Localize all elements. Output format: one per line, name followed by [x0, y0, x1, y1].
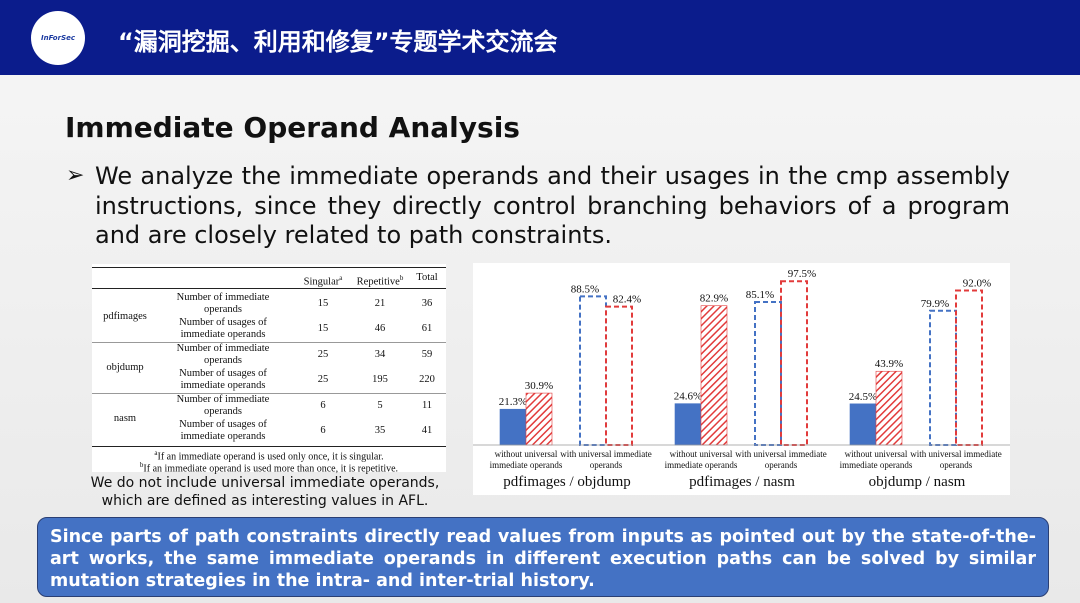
- bar: [579, 295, 607, 446]
- bar: [605, 305, 633, 447]
- table-cell: 36: [421, 298, 433, 309]
- table-cell: 21: [374, 298, 386, 309]
- row-label: Number of usages of immediate operands: [179, 317, 267, 340]
- column-header: Total: [392, 272, 462, 284]
- table-rule: [92, 342, 446, 343]
- column-header-sup: b: [399, 274, 404, 282]
- program-label: pdfimages: [103, 311, 147, 322]
- table-caption: We do not include universal immediate op…: [90, 475, 440, 509]
- bar: [499, 408, 527, 446]
- column-header-text: Singular: [303, 276, 340, 288]
- bar: [875, 370, 903, 446]
- group-label: objdump / nasm: [868, 474, 966, 490]
- value-label: 82.4%: [613, 294, 641, 306]
- table-rule: [92, 288, 446, 289]
- column-header: Singulara: [288, 272, 358, 289]
- row-label: Number of usages of immediate operands: [179, 419, 267, 442]
- value-label: 88.5%: [571, 283, 599, 295]
- bar: [780, 280, 808, 447]
- table-cell: 35: [374, 425, 386, 436]
- value-label: 24.6%: [674, 391, 702, 403]
- table-cell: 15: [317, 298, 329, 309]
- footnote: bIf an immediate operand is used more th…: [92, 459, 446, 475]
- chart: 21.3% 30.9% 88.5% 82.4% 24.6% 82.9% 85.1% 97.5%…: [473, 263, 1010, 495]
- bar: [525, 392, 553, 446]
- bar: [929, 309, 957, 446]
- footnote: aIf an immediate operand is used only on…: [92, 447, 446, 463]
- bar-pair-label: without universal immediate operands: [839, 449, 913, 470]
- callout: Since parts of path constraints directly…: [37, 517, 1049, 597]
- table-cell: 11: [421, 400, 433, 411]
- footnote-sup: a: [154, 449, 158, 457]
- value-label: 21.3%: [499, 396, 527, 408]
- table-rule: [92, 393, 446, 394]
- table-cell: 46: [374, 323, 386, 334]
- table-cell: 25: [317, 374, 329, 385]
- value-label: 24.5%: [849, 391, 877, 403]
- table-cell: 15: [317, 323, 329, 334]
- footnote-text: If an immediate operand is used more tha…: [143, 463, 399, 475]
- value-label: 30.9%: [525, 380, 553, 392]
- program-label: nasm: [113, 413, 137, 424]
- value-label: 85.1%: [746, 289, 774, 301]
- chart-plot: 21.3% 30.9% 88.5% 82.4% 24.6% 82.9% 85.1% 97.5%…: [473, 268, 1010, 447]
- bar: [849, 403, 877, 446]
- row-label: Number of immediate operands: [176, 343, 270, 366]
- bar-pair-label: with universal immediate operands: [735, 449, 827, 470]
- table-cell: 6: [320, 400, 326, 411]
- row-label: Number of usages of immediate operands: [179, 368, 267, 391]
- table: Singulara Repetitiveb Total pdfimages Number…: [92, 264, 446, 475]
- logo: InForSec: [31, 11, 85, 65]
- value-label: 82.9%: [700, 293, 728, 305]
- footnote-text: If an immediate operand is used only onc…: [157, 451, 384, 463]
- value-label: 92.0%: [963, 277, 991, 289]
- bar-pair-label: without universal immediate operands: [489, 449, 563, 470]
- row-label: Number of immediate operands: [176, 394, 270, 417]
- bar: [700, 305, 728, 446]
- header-title: “漏洞挖掘、利用和修复”专题学术交流会: [118, 28, 558, 56]
- bar-pair-label: without universal immediate operands: [664, 449, 738, 470]
- bar: [955, 289, 983, 446]
- bar: [674, 403, 702, 446]
- table-cell: 41: [421, 425, 433, 436]
- value-label: 43.9%: [875, 358, 903, 370]
- table-cell: 195: [372, 374, 388, 385]
- table-rule: [92, 446, 446, 447]
- bullet-icon: ➢: [66, 163, 85, 188]
- column-header: Repetitiveb: [345, 272, 415, 289]
- table-cell: 6: [320, 425, 326, 436]
- table-cell: 220: [419, 374, 435, 385]
- footnote-sup: b: [139, 461, 144, 469]
- bar-pair-label: with universal immediate operands: [560, 449, 652, 470]
- value-label: 79.9%: [921, 298, 949, 310]
- group-label: pdfimages / objdump: [503, 474, 631, 490]
- column-header-sup: a: [339, 274, 343, 282]
- slide-title: Immediate Operand Analysis: [65, 111, 520, 144]
- program-label: objdump: [106, 362, 144, 373]
- bar: [754, 301, 782, 447]
- table-cell: 25: [317, 349, 329, 360]
- value-label: 97.5%: [788, 268, 816, 280]
- column-header-text: Repetitive: [356, 276, 400, 288]
- table-cell: 61: [421, 323, 433, 334]
- bar-pair-label: with universal immediate operands: [910, 449, 1002, 470]
- table-rule: [92, 267, 446, 268]
- bullet-text: We analyze the immediate operands and th…: [95, 162, 1010, 249]
- table-cell: 34: [374, 349, 386, 360]
- header-bar: [0, 0, 1080, 75]
- column-header-text: Total: [416, 272, 438, 283]
- row-label: Number of immediate operands: [176, 292, 270, 315]
- table-cell: 59: [421, 349, 433, 360]
- table-cell: 5: [377, 400, 383, 411]
- group-label: pdfimages / nasm: [689, 474, 795, 490]
